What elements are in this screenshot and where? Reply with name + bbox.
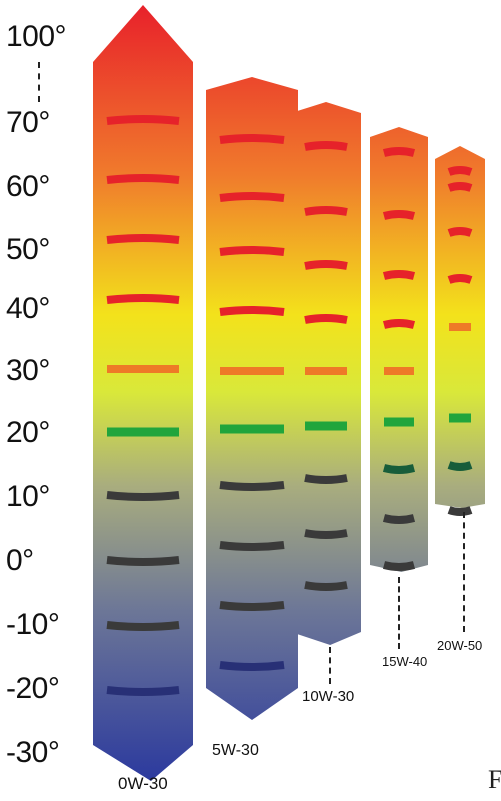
temperature-band [304,260,348,270]
temperature-band [304,314,348,324]
axis-label-0: 0° [6,544,34,577]
temperature-band [447,274,473,284]
axis-label-minus30: -30° [6,736,60,769]
temperature-band [447,227,473,237]
axis-break-dash [38,62,40,102]
axis-label-40: 40° [6,292,50,325]
temperature-band [382,561,416,571]
temperature-band [304,141,348,151]
temperature-band [382,319,416,329]
temperature-band [106,491,180,501]
temperature-band [447,461,473,471]
temperature-band [106,621,180,631]
temperature-band [106,686,180,696]
label-leader-20w50 [463,512,465,632]
temperature-band [304,206,348,216]
temperature-band [219,306,285,316]
temperature-band [219,192,285,202]
temperature-band [382,210,416,220]
cropped-footer-letter: F [488,765,501,794]
axis-label-minus20: -20° [6,672,60,705]
temperature-band [219,541,285,551]
temperature-band [447,506,473,516]
temperature-band [219,246,285,256]
column-label-0w30: 0W-30 [118,774,168,793]
label-leader-10w30 [329,647,331,684]
column-label-15w40: 15W-40 [382,654,428,669]
temperature-band [106,294,180,304]
column-5w-30 [206,77,298,720]
temperature-band [106,174,180,184]
axis-label-100: 100° [6,20,67,53]
temperature-band [106,556,180,566]
column-label-10w30: 10W-30 [302,688,355,705]
column-0w-30 [93,5,193,781]
temperature-band [304,581,348,591]
temperature-band [106,234,180,244]
temperature-band [382,270,416,280]
axis-label-60: 60° [6,170,50,203]
column-body [206,77,298,720]
column-label-20w50: 20W-50 [437,638,483,653]
axis-label-minus10: -10° [6,608,60,641]
temperature-band [382,147,416,157]
temperature-band [304,474,348,484]
temperature-band [382,514,416,524]
temperature-band [219,601,285,611]
temperature-band [304,529,348,539]
axis-label-50: 50° [6,233,50,266]
temperature-band [219,481,285,491]
column-label-5w30: 5W-30 [212,742,259,759]
temperature-band [219,661,285,671]
column-body [370,127,428,572]
column-15w-40 [370,127,428,572]
column-20w-50 [435,146,485,516]
axis-label-70: 70° [6,106,50,139]
axis-label-30: 30° [6,354,50,387]
column-10w-30 [291,102,361,645]
temperature-band [447,166,473,176]
axis-label-20: 20° [6,416,50,449]
temperature-band [382,464,416,474]
column-body [93,5,193,781]
temperature-band [106,115,180,125]
temperature-band [219,134,285,144]
axis-label-10: 10° [6,480,50,513]
temperature-band [447,182,473,192]
label-leader-15w40 [398,577,400,649]
